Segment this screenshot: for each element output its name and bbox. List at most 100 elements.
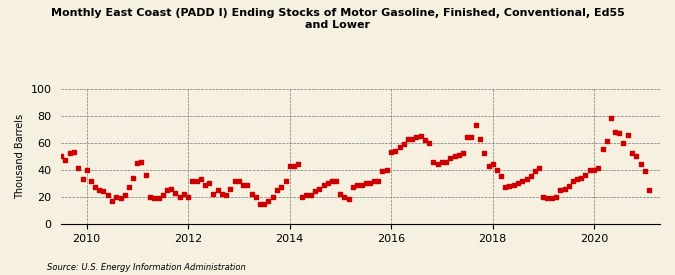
Point <box>339 194 350 199</box>
Point <box>217 192 227 196</box>
Point <box>73 166 84 170</box>
Point <box>212 188 223 192</box>
Point <box>643 188 654 192</box>
Point <box>263 199 273 203</box>
Point <box>512 181 523 185</box>
Point <box>221 193 232 198</box>
Point <box>124 185 134 189</box>
Point <box>187 178 198 183</box>
Point <box>551 194 562 199</box>
Point <box>132 161 143 165</box>
Point <box>195 177 206 182</box>
Point <box>385 150 396 154</box>
Point <box>521 177 532 182</box>
Point <box>610 130 621 134</box>
Point <box>280 178 291 183</box>
Point <box>246 192 257 196</box>
Point <box>356 182 367 187</box>
Point <box>204 181 215 185</box>
Point <box>529 169 540 173</box>
Point <box>381 167 392 172</box>
Point <box>352 182 362 187</box>
Point <box>331 178 342 183</box>
Point <box>140 173 151 177</box>
Point <box>470 123 481 127</box>
Point <box>128 176 139 180</box>
Point <box>242 182 253 187</box>
Point <box>111 194 122 199</box>
Point <box>56 154 67 158</box>
Text: Monthly East Coast (PADD I) Ending Stocks of Motor Gasoline, Finished, Conventio: Monthly East Coast (PADD I) Ending Stock… <box>51 8 624 30</box>
Point <box>538 194 549 199</box>
Point <box>420 138 431 142</box>
Point <box>555 188 566 192</box>
Point <box>622 132 633 137</box>
Point <box>458 151 468 156</box>
Point <box>542 196 553 200</box>
Point <box>567 178 578 183</box>
Point <box>576 176 587 180</box>
Point <box>34 143 45 148</box>
Point <box>136 160 147 164</box>
Point <box>314 186 325 191</box>
Point <box>39 112 50 117</box>
Point <box>437 160 448 164</box>
Point <box>360 181 371 185</box>
Point <box>605 116 616 120</box>
Point <box>348 185 358 189</box>
Point <box>402 136 413 141</box>
Point <box>585 167 595 172</box>
Point <box>98 189 109 194</box>
Point <box>639 169 650 173</box>
Point <box>170 191 181 195</box>
Point <box>415 134 426 138</box>
Point <box>424 141 435 145</box>
Point <box>394 145 405 149</box>
Point <box>275 185 286 189</box>
Point <box>491 167 502 172</box>
Point <box>559 186 570 191</box>
Point <box>389 148 400 153</box>
Point <box>483 163 494 168</box>
Point <box>310 189 321 194</box>
Point <box>322 181 333 185</box>
Point <box>433 162 443 166</box>
Point <box>326 178 337 183</box>
Point <box>191 178 202 183</box>
Point <box>398 142 409 146</box>
Point <box>534 166 545 170</box>
Point <box>103 193 113 198</box>
Point <box>119 193 130 198</box>
Point <box>166 186 177 191</box>
Point <box>500 185 511 189</box>
Point <box>60 158 71 163</box>
Point <box>369 178 380 183</box>
Point <box>614 131 625 135</box>
Point <box>508 182 519 187</box>
Point <box>449 154 460 158</box>
Point <box>271 188 282 192</box>
Point <box>428 160 439 164</box>
Point <box>318 182 329 187</box>
Point <box>52 157 63 161</box>
Point <box>373 178 384 183</box>
Point <box>597 147 608 152</box>
Point <box>47 154 58 158</box>
Point <box>301 193 312 198</box>
Point <box>161 188 172 192</box>
Point <box>407 136 418 141</box>
Point <box>572 177 583 182</box>
Point <box>630 154 641 158</box>
Point <box>635 162 646 166</box>
Point <box>200 182 211 187</box>
Point <box>65 151 76 156</box>
Point <box>525 174 536 179</box>
Point <box>593 166 603 170</box>
Point <box>335 192 346 196</box>
Point <box>250 194 261 199</box>
Point <box>144 194 155 199</box>
Point <box>589 167 599 172</box>
Point <box>364 181 375 185</box>
Point <box>445 155 456 160</box>
Point <box>69 150 80 154</box>
